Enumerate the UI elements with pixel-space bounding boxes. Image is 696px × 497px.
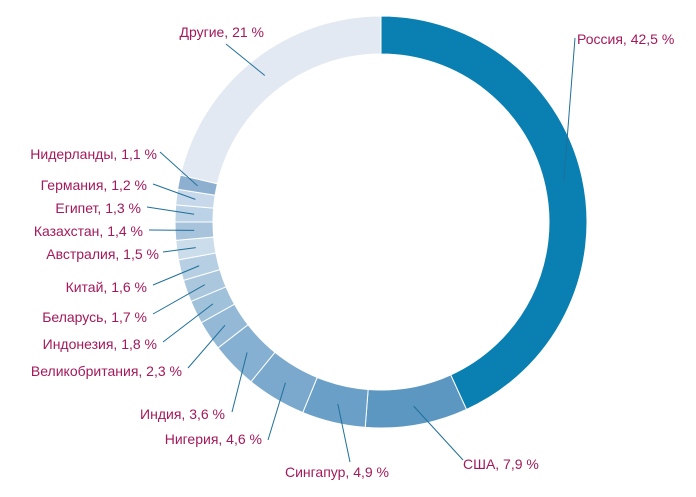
data-label-7: Индонезия, 1,8 % xyxy=(43,336,157,352)
leader-line-7 xyxy=(162,303,214,343)
data-label-8: Беларусь, 1,7 % xyxy=(42,309,147,325)
leader-line-6 xyxy=(187,324,226,369)
leader-lines xyxy=(146,37,576,463)
leader-line-13 xyxy=(152,183,196,200)
leader-line-12 xyxy=(146,206,195,215)
data-label-4: Нигерия, 4,6 % xyxy=(165,431,262,447)
leader-line-2 xyxy=(413,405,464,461)
leader-line-4 xyxy=(267,382,286,441)
data-label-10: Австралия, 1,5 % xyxy=(46,246,159,262)
leader-line-1 xyxy=(563,37,576,183)
slice-11 xyxy=(174,221,215,241)
data-label-6: Великобритания, 2,3 % xyxy=(31,363,182,379)
data-label-2: США, 7,9 % xyxy=(463,456,539,472)
data-labels: Россия, 42,5 % США, 7,9 % Сингапур, 4,9 % Н… xyxy=(30,24,674,480)
leader-line-8 xyxy=(152,284,206,315)
leader-line-5 xyxy=(231,352,248,413)
slice-1 xyxy=(380,15,588,411)
data-label-13: Германия, 1,2 % xyxy=(41,177,147,193)
data-label-11: Казахстан, 1,4 % xyxy=(34,223,143,239)
leader-line-15 xyxy=(225,43,266,76)
leader-line-3 xyxy=(337,403,351,463)
slice-15 xyxy=(179,15,382,185)
data-label-9: Китай, 1,6 % xyxy=(66,279,147,295)
data-label-1: Россия, 42,5 % xyxy=(577,31,674,47)
slice-2 xyxy=(364,374,468,429)
data-label-3: Сингапур, 4,9 % xyxy=(285,464,389,480)
donut-slices xyxy=(174,15,588,429)
data-label-14: Нидерланды, 1,1 % xyxy=(30,146,157,162)
data-label-12: Египет, 1,3 % xyxy=(55,200,141,216)
leader-line-10 xyxy=(162,247,196,253)
leader-line-14 xyxy=(159,151,198,187)
data-label-5: Индия, 3,6 % xyxy=(140,406,225,422)
data-label-15: Другие, 21 % xyxy=(179,24,264,40)
leader-line-9 xyxy=(152,265,200,286)
